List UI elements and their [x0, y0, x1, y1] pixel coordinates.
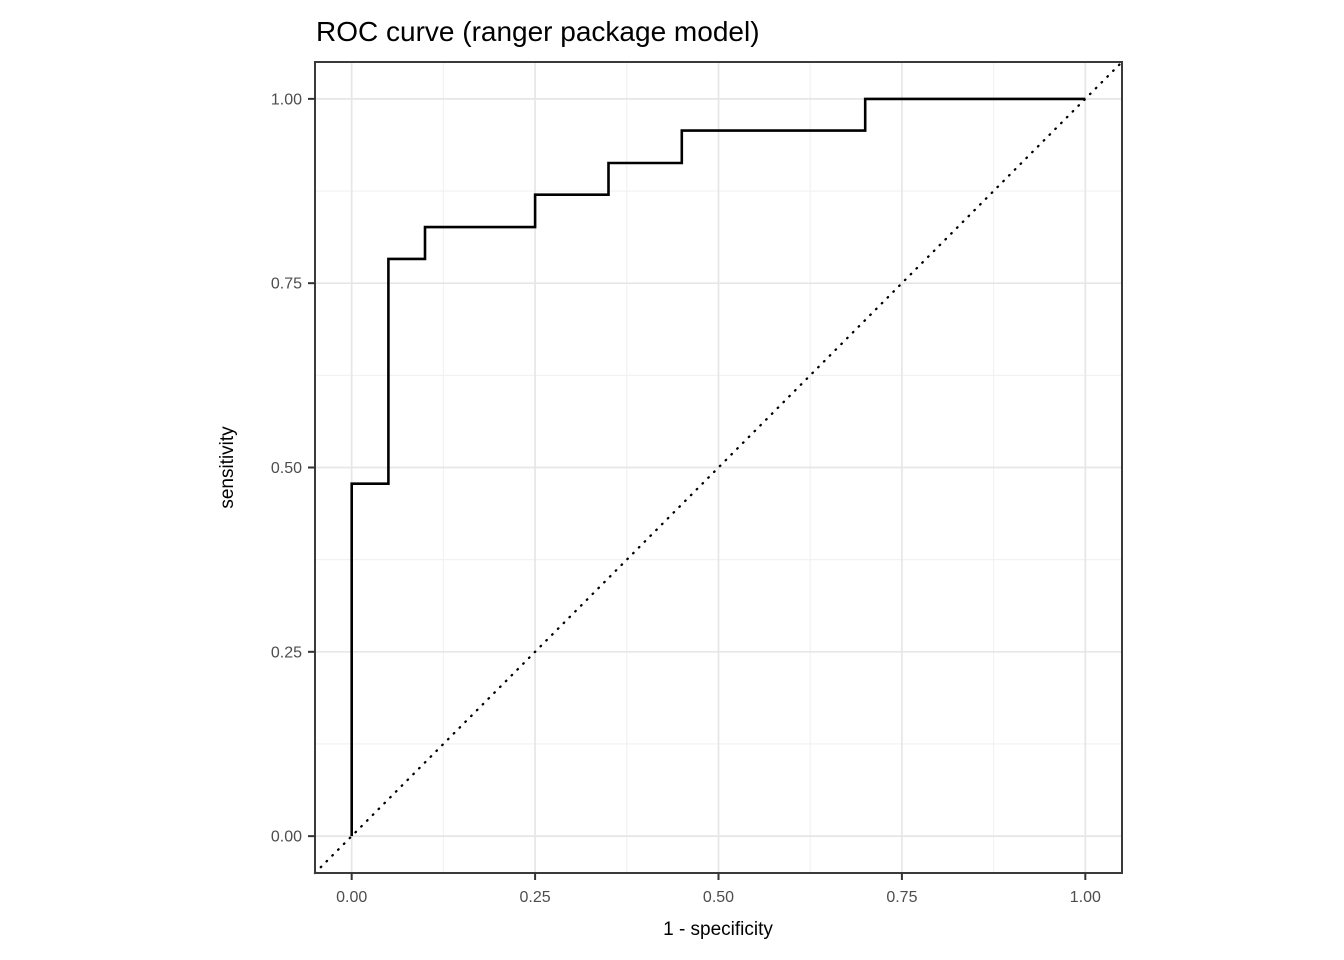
x-axis-title: 1 - specificity — [663, 919, 773, 940]
roc-step-curve — [350, 97, 1086, 837]
x-axis-tick-label: 0.50 — [703, 889, 734, 906]
y-axis-tick-label: 1.00 — [271, 91, 302, 108]
x-axis-tick-label: 0.00 — [336, 889, 367, 906]
x-axis-tick-label: 0.25 — [520, 889, 551, 906]
x-axis-tick-label: 0.75 — [886, 889, 917, 906]
x-axis-tick-label: 1.00 — [1070, 889, 1101, 906]
y-axis-tick-label: 0.25 — [271, 644, 302, 661]
series-lines — [313, 60, 1124, 875]
y-axis-title: sensitivity — [217, 426, 238, 509]
axis-ticks — [308, 97, 1087, 880]
axis-tick-labels: 0.00 0.25 0.50 0.75 1.00 0.00 0.25 0.50 0.75 1.00 — [271, 91, 1101, 906]
y-axis-tick-label: 0.50 — [271, 460, 302, 477]
plot-title: ROC curve (ranger package model) — [316, 16, 760, 47]
y-axis-tick-label: 0.00 — [271, 829, 302, 846]
y-axis-tick-label: 0.75 — [271, 276, 302, 293]
gridlines-major — [315, 62, 1122, 873]
